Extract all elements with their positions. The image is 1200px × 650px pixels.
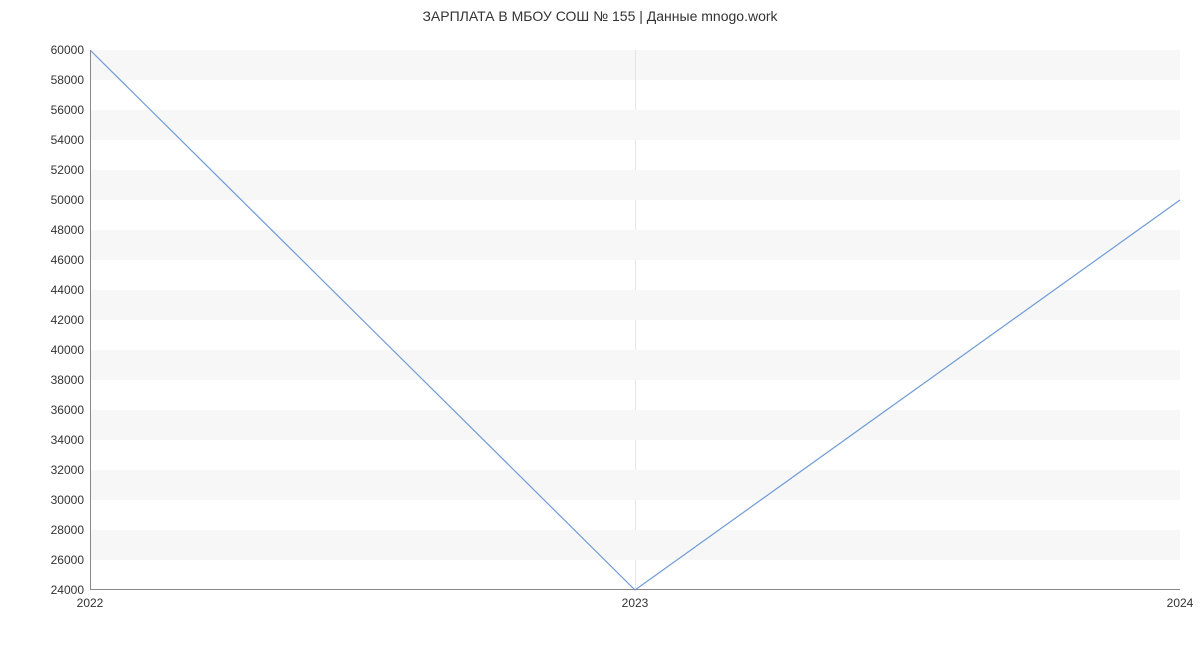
y-tick-label: 44000: [51, 283, 90, 297]
y-tick-label: 46000: [51, 253, 90, 267]
line-layer: [90, 50, 1180, 590]
y-axis-line: [90, 50, 91, 590]
y-tick-label: 56000: [51, 103, 90, 117]
y-tick-label: 30000: [51, 493, 90, 507]
y-tick-label: 58000: [51, 73, 90, 87]
y-tick-label: 60000: [51, 43, 90, 57]
y-tick-label: 34000: [51, 433, 90, 447]
y-tick-label: 38000: [51, 373, 90, 387]
y-tick-label: 28000: [51, 523, 90, 537]
plot-area: 2400026000280003000032000340003600038000…: [90, 50, 1180, 590]
x-axis-line: [90, 589, 1180, 590]
y-tick-label: 54000: [51, 133, 90, 147]
x-tick-label: 2022: [77, 590, 104, 610]
chart-title: ЗАРПЛАТА В МБОУ СОШ № 155 | Данные mnogo…: [0, 8, 1200, 24]
y-tick-label: 36000: [51, 403, 90, 417]
y-tick-label: 48000: [51, 223, 90, 237]
y-tick-label: 52000: [51, 163, 90, 177]
x-tick-label: 2024: [1167, 590, 1194, 610]
y-tick-label: 26000: [51, 553, 90, 567]
series-salary: [90, 50, 1180, 590]
salary-line-chart: ЗАРПЛАТА В МБОУ СОШ № 155 | Данные mnogo…: [0, 0, 1200, 650]
y-tick-label: 32000: [51, 463, 90, 477]
y-tick-label: 50000: [51, 193, 90, 207]
y-tick-label: 40000: [51, 343, 90, 357]
y-tick-label: 42000: [51, 313, 90, 327]
x-tick-label: 2023: [622, 590, 649, 610]
